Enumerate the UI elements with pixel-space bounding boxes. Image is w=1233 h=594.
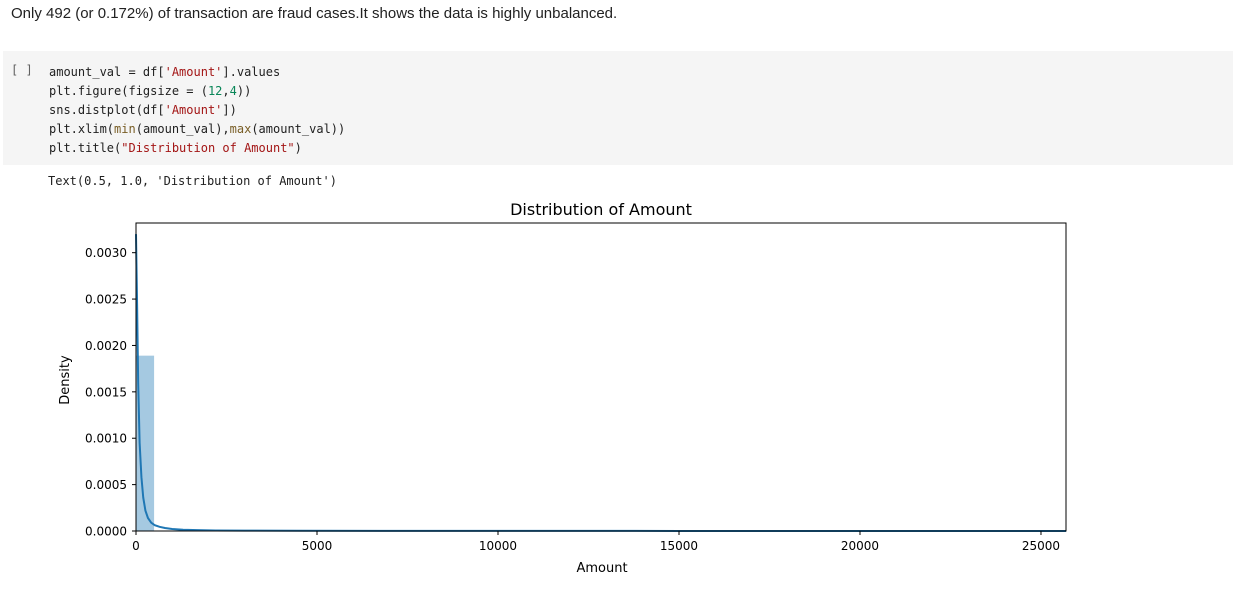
code-token: (amount_val))	[251, 122, 346, 136]
run-cell-button[interactable]: [ ]	[11, 63, 33, 77]
code-token: )	[294, 141, 302, 155]
x-tick-label: 15000	[660, 539, 698, 553]
kde-line	[135, 234, 1066, 532]
code-line: sns.distplot(df['Amount'])	[49, 101, 345, 120]
y-tick-label: 0.0030	[85, 246, 127, 260]
code-token: sns.distplot(df[	[49, 103, 165, 117]
y-tick-label: 0.0025	[85, 293, 127, 307]
code-token: 12	[207, 84, 223, 98]
code-token: plt.xlim(	[49, 122, 115, 136]
code-token: ))	[236, 84, 252, 98]
code-line: plt.xlim(min(amount_val),max(amount_val)…	[49, 120, 345, 139]
x-tick-label: 10000	[479, 539, 517, 553]
code-token: plt.title(	[49, 141, 122, 155]
y-tick-label: 0.0015	[85, 385, 127, 399]
y-axis-label: Density	[58, 355, 73, 405]
code-editor[interactable]: amount_val = df['Amount'].values plt.figu…	[49, 63, 345, 158]
y-tick-label: 0.0010	[85, 432, 127, 446]
code-token: plt.figure(figsize = (	[49, 84, 208, 98]
code-token: ])	[222, 103, 237, 117]
code-token: amount_val = df[	[49, 65, 165, 79]
code-token: min	[114, 122, 136, 136]
y-tick-label: 0.0005	[85, 478, 127, 492]
y-tick-label: 0.0020	[85, 339, 127, 353]
markdown-text: Only 492 (or 0.172%) of transaction are …	[11, 5, 618, 22]
code-line: amount_val = df['Amount'].values	[49, 63, 345, 82]
y-tick-label: 0.0000	[85, 525, 127, 539]
x-tick-label: 5000	[302, 539, 333, 553]
x-tick-label: 0	[132, 539, 140, 553]
x-axis-label: Amount	[576, 561, 627, 576]
code-token: (amount_val),	[135, 122, 230, 136]
code-token: "Distribution of Amount"	[121, 141, 295, 155]
x-tick-label: 20000	[841, 539, 879, 553]
cell-output-text: Text(0.5, 1.0, 'Distribution of Amount')	[48, 174, 337, 188]
code-line: plt.title("Distribution of Amount")	[49, 139, 345, 158]
code-token: 4	[229, 84, 237, 98]
code-token: ,	[222, 84, 230, 98]
plot-frame	[135, 222, 1067, 532]
code-token: max	[229, 122, 252, 136]
code-token: ].values	[222, 65, 281, 79]
x-tick-label: 25000	[1022, 539, 1060, 553]
code-line: plt.figure(figsize = (12,4))	[49, 82, 345, 101]
code-token: 'Amount'	[164, 65, 223, 79]
code-cell[interactable]: [ ] amount_val = df['Amount'].values plt.…	[3, 51, 1233, 165]
code-token: 'Amount'	[164, 103, 223, 117]
histogram-bar	[136, 355, 155, 531]
chart-title: Distribution of Amount	[510, 200, 692, 219]
